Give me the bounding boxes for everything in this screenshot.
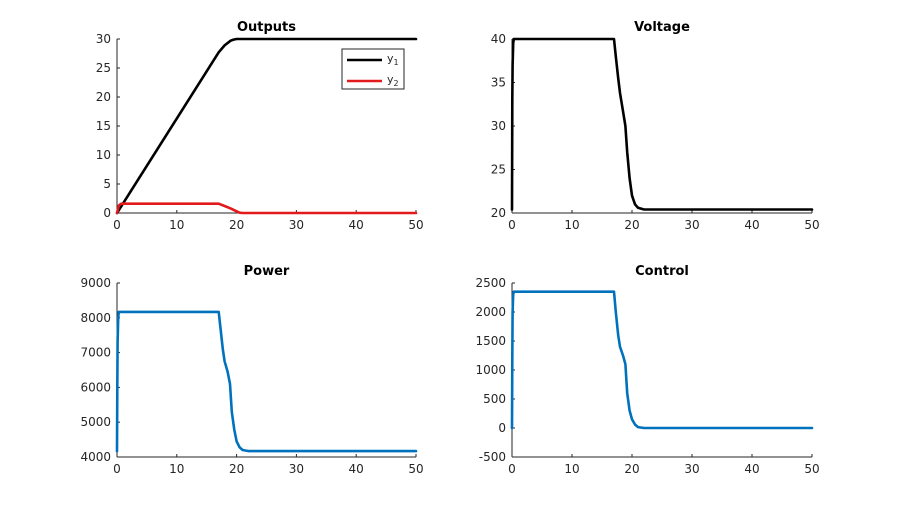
power-y-tick-label: 6000 — [80, 380, 111, 394]
voltage-y-tick-label: 25 — [491, 163, 506, 177]
control-series-line-line — [510, 290, 814, 430]
power-x-tick-label: 40 — [349, 462, 364, 476]
control-x-tick-label: 30 — [684, 462, 699, 476]
voltage-x-tick-label: 30 — [684, 218, 699, 232]
voltage-y-tick-label: 35 — [491, 76, 506, 90]
outputs-title: Outputs — [237, 20, 296, 35]
power-y-tick-label: 8000 — [80, 311, 111, 325]
control-y-tick-label: 0 — [498, 421, 506, 435]
power-y-tick-label: 4000 — [80, 450, 111, 464]
outputs-x-tick-label: 40 — [349, 218, 364, 232]
voltage-y-tick-label: 20 — [491, 206, 506, 220]
voltage-x-tick-label: 50 — [804, 218, 819, 232]
control-title: Control — [635, 264, 689, 279]
outputs-x-tick-label: 0 — [113, 218, 121, 232]
control-x-tick-label: 0 — [508, 462, 516, 476]
outputs-y-tick-label: 20 — [96, 90, 111, 104]
control-y-tick-label: -500 — [479, 450, 506, 464]
voltage-x-tick-label: 40 — [744, 218, 759, 232]
power-title: Power — [244, 264, 290, 279]
power-y-tick-label: 5000 — [80, 415, 111, 429]
voltage-series-line-line — [510, 37, 814, 211]
voltage-axes: 0 10 20 30 40 50 20 25 30 35 40 Voltage — [491, 20, 820, 232]
control-y-tick-label: 2000 — [475, 305, 506, 319]
outputs-legend-label-y2: y2 — [387, 73, 399, 88]
outputs-x-tick-label: 10 — [169, 218, 184, 232]
power-x-tick-label: 10 — [169, 462, 184, 476]
voltage-x-tick-label: 10 — [564, 218, 579, 232]
control-y-tick-label: 500 — [483, 392, 506, 406]
outputs-x-tick-label: 50 — [408, 218, 423, 232]
outputs-x-tick-label: 20 — [229, 218, 244, 232]
control-y-tick-label: 2500 — [475, 276, 506, 290]
control-y-tick-label: 1500 — [475, 334, 506, 348]
voltage-x-tick-label: 20 — [624, 218, 639, 232]
control-x-tick-label: 10 — [564, 462, 579, 476]
power-x-tick-label: 20 — [229, 462, 244, 476]
power-x-tick-label: 50 — [408, 462, 423, 476]
voltage-title: Voltage — [634, 20, 690, 35]
power-y-tick-label: 7000 — [80, 346, 111, 360]
outputs-series-y2-line — [115, 202, 418, 215]
control-y-tick-label: 1000 — [475, 363, 506, 377]
outputs-legend-box — [341, 48, 405, 90]
voltage-y-tick-label: 30 — [491, 119, 506, 133]
power-axes: 0 10 20 30 40 50 4000 5000 6000 7000 8000 9000 Power — [80, 264, 423, 476]
outputs-y-tick-label: 5 — [103, 177, 111, 191]
control-x-tick-label: 40 — [744, 462, 759, 476]
outputs-x-tick-label: 30 — [289, 218, 304, 232]
power-x-tick-label: 30 — [289, 462, 304, 476]
outputs-y-tick-label: 10 — [96, 148, 111, 162]
power-series-line-line — [115, 310, 418, 453]
outputs-legend-label-y1: y1 — [387, 52, 399, 67]
outputs-y-tick-label: 15 — [96, 119, 111, 133]
power-y-tick-label: 9000 — [80, 276, 111, 290]
control-axes: 0 10 20 30 40 50-50005001000150020002500Contr… — [475, 264, 819, 476]
power-x-tick-label: 0 — [113, 462, 121, 476]
voltage-x-tick-label: 0 — [508, 218, 516, 232]
outputs-series-y1-line — [115, 37, 418, 215]
outputs-y-tick-label: 30 — [96, 32, 111, 46]
control-x-tick-label: 20 — [624, 462, 639, 476]
outputs-y-tick-label: 0 — [103, 206, 111, 220]
control-x-tick-label: 50 — [804, 462, 819, 476]
voltage-y-tick-label: 40 — [491, 32, 506, 46]
outputs-y-tick-label: 25 — [96, 61, 111, 75]
